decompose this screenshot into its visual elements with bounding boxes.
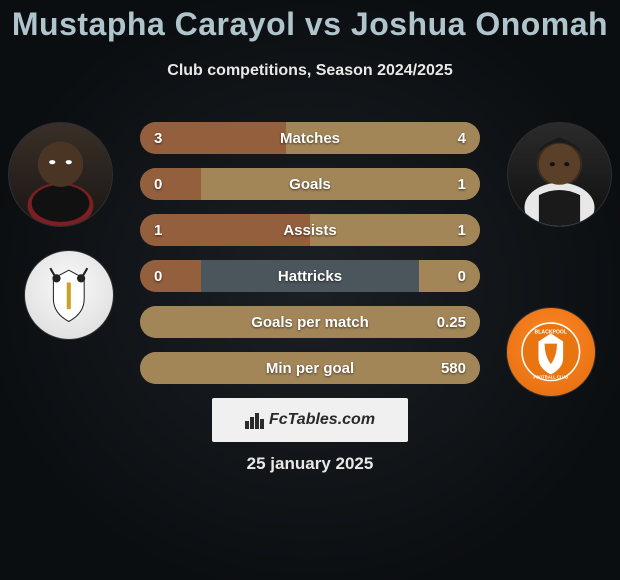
stat-value-right: 580: [441, 352, 466, 384]
stat-label: Assists: [140, 214, 480, 246]
stat-label: Min per goal: [140, 352, 480, 384]
stat-label: Hattricks: [140, 260, 480, 292]
stat-row: Min per goal580: [140, 352, 480, 384]
stat-bars: Matches34Goals01Assists11Hattricks00Goal…: [140, 122, 480, 398]
stat-value-left: 1: [154, 214, 162, 246]
stat-row: Goals0 1: [140, 168, 480, 200]
stat-row: Matches3 4: [140, 122, 480, 154]
crest-icon: BLACKPOOL FOOTBALL CLUB: [520, 321, 582, 383]
stat-row: Hattricks0 0: [140, 260, 480, 292]
stat-row: Assists1 1: [140, 214, 480, 246]
stat-value-left: 0: [154, 260, 162, 292]
stat-row: Goals per match0.25: [140, 306, 480, 338]
stat-label: Goals per match: [140, 306, 480, 338]
logo-text: FcTables.com: [269, 411, 375, 429]
date-text: 25 january 2025: [0, 454, 620, 474]
club-crest-right: BLACKPOOL FOOTBALL CLUB: [506, 307, 596, 397]
stat-value-right: 4: [458, 122, 466, 154]
club-crest-left: [24, 250, 114, 340]
crest-icon: [38, 264, 100, 326]
page-title: Mustapha Carayol vs Joshua Onomah: [0, 6, 620, 43]
subtitle: Club competitions, Season 2024/2025: [0, 62, 620, 80]
stat-value-right: 0: [458, 260, 466, 292]
player-right-face: [508, 123, 611, 226]
stat-label: Matches: [140, 122, 480, 154]
player-left-avatar: [8, 122, 113, 227]
svg-text:FOOTBALL CLUB: FOOTBALL CLUB: [534, 375, 569, 380]
stat-label: Goals: [140, 168, 480, 200]
svg-text:BLACKPOOL: BLACKPOOL: [535, 330, 567, 336]
stat-value-left: 0: [154, 168, 162, 200]
player-left-face: [9, 123, 112, 226]
player-right-avatar: [507, 122, 612, 227]
face-icon: [9, 123, 112, 226]
stat-value-right: 1: [458, 168, 466, 200]
fctables-logo: FcTables.com: [212, 398, 408, 442]
stat-value-right: 0.25: [437, 306, 466, 338]
comparison-card: Mustapha Carayol vs Joshua Onomah Club c…: [0, 0, 620, 580]
stat-value-right: 1: [458, 214, 466, 246]
face-icon: [508, 123, 611, 226]
stat-value-left: 3: [154, 122, 162, 154]
logo-bars-icon: [245, 411, 263, 429]
